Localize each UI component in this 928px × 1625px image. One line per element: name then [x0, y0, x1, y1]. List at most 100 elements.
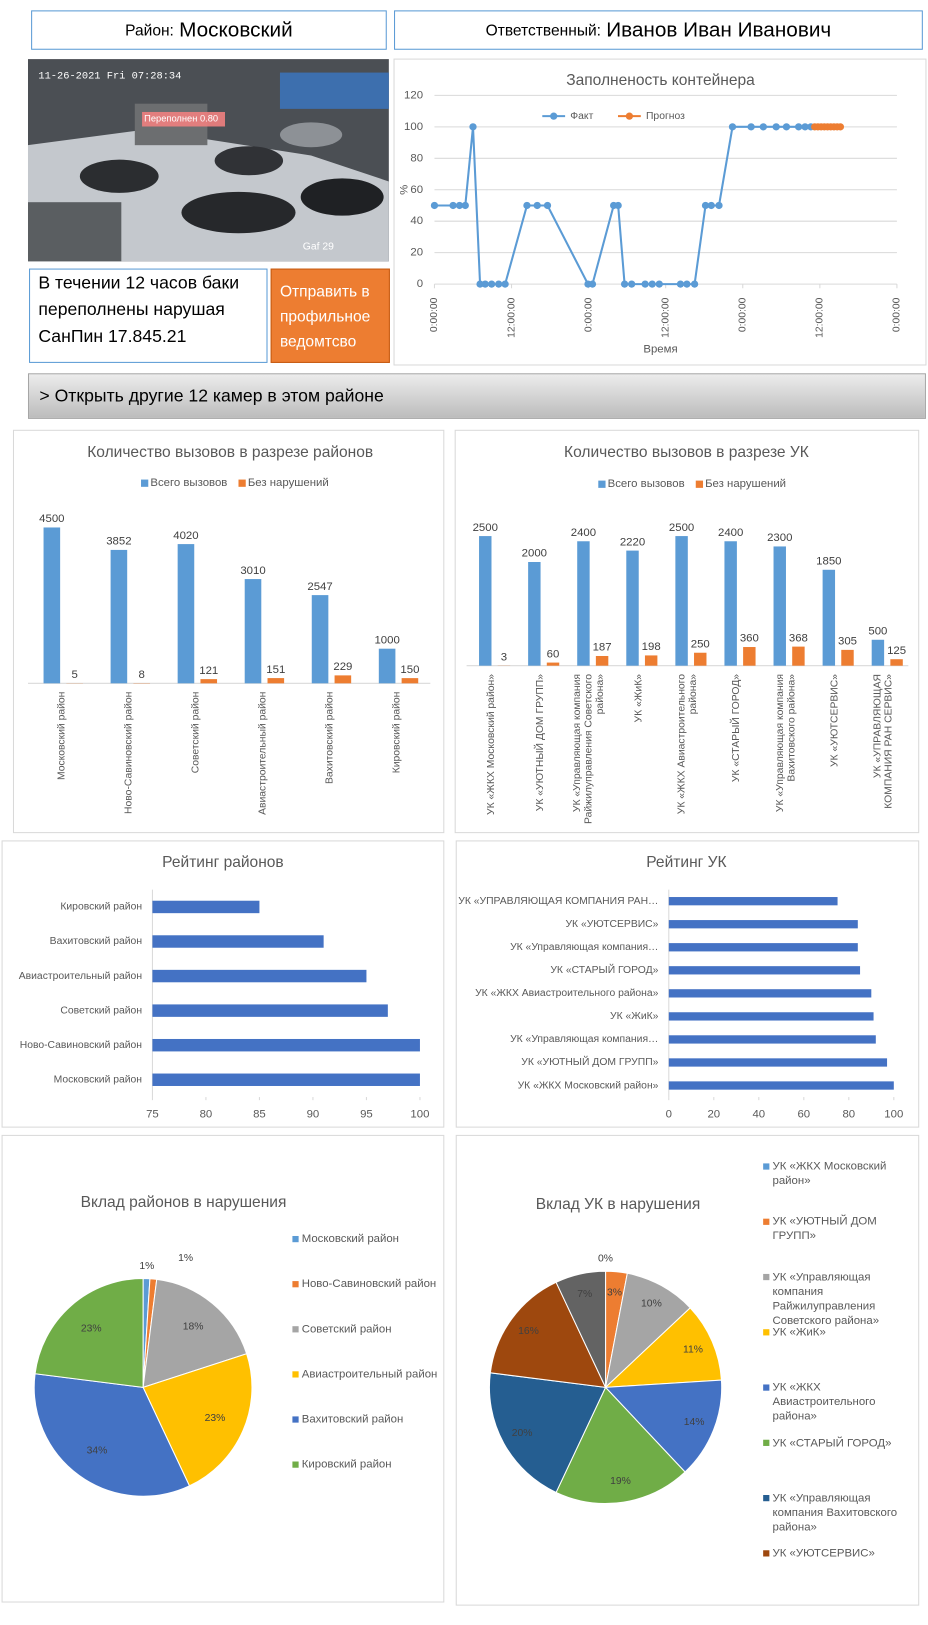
- value-label: 18%: [183, 1322, 204, 1333]
- legend-label: Факт: [570, 111, 593, 122]
- bar: [378, 648, 396, 684]
- y-tick-label: 80: [410, 152, 423, 164]
- x-tick-label: УК «ЖКХ Московский район»: [485, 673, 497, 815]
- value-label: 305: [838, 636, 857, 648]
- value-label: 34%: [87, 1446, 108, 1457]
- legend-marker: [141, 479, 149, 487]
- bar: [177, 544, 195, 684]
- point: [461, 201, 469, 210]
- alert-text: В течении 12 часов баки переполнены нару…: [29, 268, 268, 363]
- bar: [871, 639, 885, 666]
- pie-slice: [142, 1278, 248, 1389]
- point: [772, 123, 780, 131]
- legend-label: УК «УЮТНЫЙ ДОМ ГРУПП»: [772, 1215, 877, 1243]
- bar: [668, 966, 861, 975]
- point: [476, 280, 484, 288]
- value-label: 4020: [173, 530, 198, 542]
- value-label: 1%: [178, 1253, 193, 1264]
- camera-name: Gaf 29: [303, 242, 334, 253]
- legend-label: Авиастроительный район: [302, 1368, 438, 1380]
- legend-marker: [292, 1461, 299, 1468]
- x-tick-label: 100: [410, 1109, 429, 1121]
- bar: [528, 561, 541, 666]
- legend-marker: [763, 1495, 770, 1502]
- x-tick-label: 0: [666, 1109, 672, 1121]
- y-tick-label: УК «УЮТНЫЙ ДОМ ГРУПП»: [521, 1055, 658, 1068]
- point: [655, 280, 663, 288]
- bar: [773, 546, 786, 666]
- x-tick-label: УК «УЮТНЫЙ ДОМ ГРУПП»: [534, 673, 546, 812]
- pie-slice: [33, 1373, 191, 1497]
- value-label: 150: [400, 664, 419, 676]
- x-tick-label: УК «Управляющая компания Вахитовского ра…: [774, 673, 798, 813]
- y-tick-label: 60: [410, 184, 423, 196]
- legend-label: УК «УЮТСЕРВИС»: [772, 1547, 875, 1560]
- point: [588, 280, 597, 288]
- legend-marker: [598, 480, 606, 488]
- legend-marker: [292, 1371, 299, 1378]
- value-label: 2220: [620, 536, 645, 548]
- bar: [546, 662, 560, 666]
- point: [523, 201, 531, 210]
- legend-label: Всего вызовов: [608, 478, 685, 490]
- legend-label: Без нарушений: [248, 477, 329, 489]
- y-tick-label: УК «Управляющая компания…: [510, 1034, 658, 1045]
- open-cameras-link[interactable]: > Открыть другие 12 камер в этом районе: [27, 373, 926, 419]
- value-label: 19%: [610, 1476, 631, 1487]
- chart-title: Количество вызовов в разрезе районов: [87, 444, 373, 461]
- panel: [12, 429, 445, 834]
- value-label: 4500: [39, 513, 64, 525]
- value-label: 151: [266, 664, 285, 676]
- x-tick-label: 75: [146, 1109, 159, 1121]
- camera-image: [27, 59, 389, 262]
- point: [715, 201, 723, 210]
- point: [707, 201, 715, 210]
- value-label: 3852: [106, 536, 131, 548]
- x-tick-label: Московский район: [56, 692, 67, 780]
- legend-label: Кировский район: [302, 1459, 392, 1471]
- value-label: 2547: [307, 581, 332, 593]
- point: [533, 201, 541, 210]
- district-box: Район: Московский: [31, 10, 387, 50]
- bar: [152, 1073, 420, 1086]
- legend-marker: [763, 1273, 770, 1281]
- legend-label: Вахитовский район: [302, 1414, 404, 1426]
- point: [449, 201, 457, 210]
- y-tick-label: УК «ЖиК»: [610, 1011, 659, 1022]
- legend-marker: [763, 1163, 770, 1170]
- bar: [267, 678, 285, 684]
- value-label: 360: [740, 633, 759, 645]
- point: [543, 201, 552, 210]
- value-label: 11%: [683, 1344, 703, 1355]
- camera-timestamp: 11-26-2021 Fri 07:28:34: [38, 70, 181, 82]
- x-tick-label: Ново-Савиновский район: [123, 692, 134, 814]
- x-tick-label: 12:00:00: [815, 297, 826, 338]
- bar: [694, 652, 707, 666]
- value-label: 2400: [571, 527, 596, 539]
- bar: [724, 541, 737, 666]
- legend-label: Московский район: [302, 1233, 399, 1245]
- legend-marker: [763, 1218, 770, 1225]
- point: [690, 280, 699, 288]
- legend-marker: [292, 1416, 299, 1423]
- y-tick-label: Ново-Савиновский район: [20, 1040, 142, 1051]
- value-label: 3%: [607, 1287, 622, 1298]
- send-button[interactable]: Отправить в профильное ведомтсво: [270, 268, 390, 363]
- y-tick-label: Кировский район: [60, 902, 142, 913]
- point: [620, 280, 629, 288]
- legend-label: Прогноз: [646, 111, 685, 122]
- value-label: 125: [887, 645, 906, 657]
- point: [487, 280, 496, 288]
- value-label: 2500: [473, 522, 498, 534]
- chart-title: Вклад УК в нарушения: [536, 1196, 701, 1213]
- x-tick-label: 12:00:00: [506, 297, 517, 338]
- bar: [200, 679, 218, 684]
- bar: [668, 989, 872, 998]
- x-tick-label: 40: [752, 1109, 765, 1121]
- y-tick-label: УК «ЖКХ Московский район»: [518, 1080, 659, 1091]
- value-label: 187: [593, 642, 612, 654]
- x-tick-label: 100: [884, 1109, 903, 1121]
- legend-marker: [763, 1550, 770, 1557]
- x-tick-label: 90: [307, 1109, 320, 1121]
